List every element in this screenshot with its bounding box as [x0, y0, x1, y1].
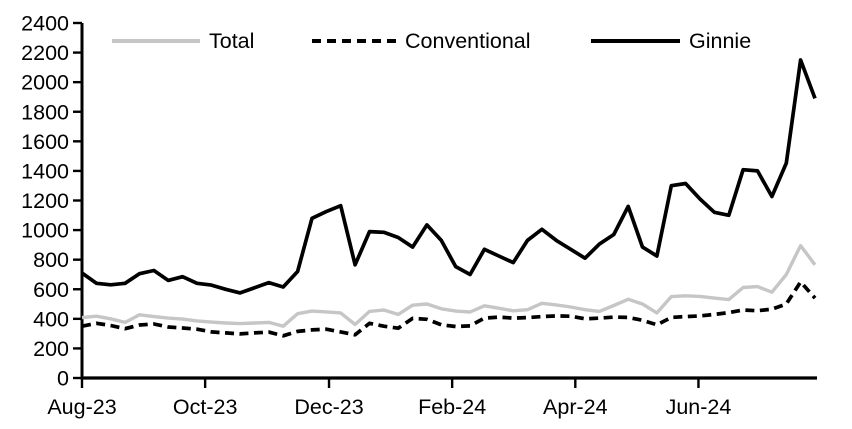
x-tick-label: Feb-24: [418, 395, 486, 419]
y-tick-label: 2400: [21, 12, 69, 36]
x-tick-label: Oct-23: [173, 395, 238, 419]
y-tick-label: 1600: [21, 130, 69, 154]
y-tick-label: 800: [33, 248, 69, 272]
y-tick-label: 400: [33, 307, 69, 331]
y-tick-label: 200: [33, 337, 69, 361]
y-tick-label: 2000: [21, 71, 69, 95]
x-tick-label: Jun-24: [666, 395, 732, 419]
series-line-ginnie: [80, 58, 817, 295]
y-tick-label: 0: [57, 367, 69, 391]
y-tick-label: 1400: [21, 159, 69, 183]
series-line-total: [81, 243, 817, 328]
x-tick-label: Dec-23: [294, 395, 363, 419]
y-tick-label: 600: [33, 278, 69, 302]
y-tick-label: 1000: [21, 219, 69, 243]
y-tick-label: 1800: [21, 100, 69, 124]
y-tick-label: 1200: [21, 189, 69, 213]
x-tick-label: Apr-24: [543, 395, 608, 419]
x-tick-label: Aug-23: [47, 395, 116, 419]
y-tick-label: 2200: [21, 41, 69, 65]
series-line-conventional: [81, 280, 817, 338]
